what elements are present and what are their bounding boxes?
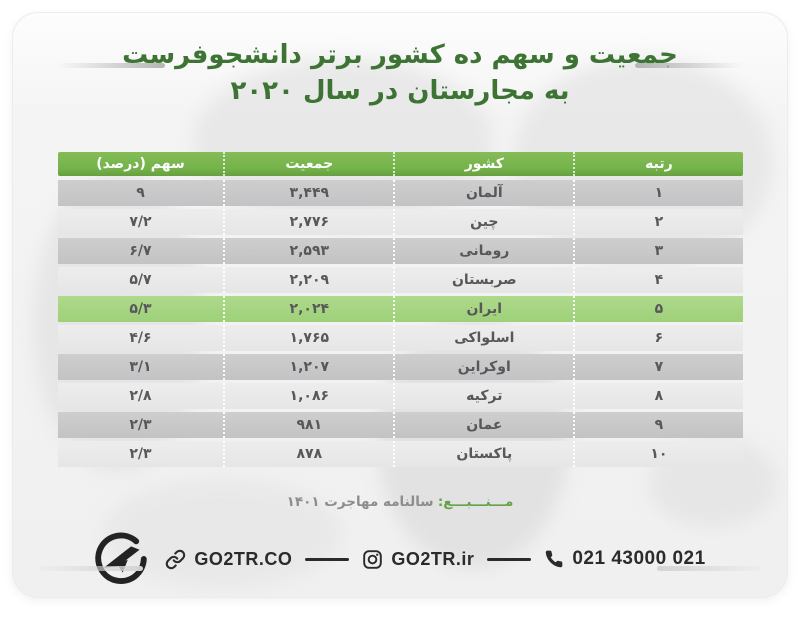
instagram-label: GO2TR.ir (391, 548, 475, 569)
country-cell: چین (395, 209, 576, 235)
header-share: سهم (درصد) (58, 152, 226, 176)
title-block: جمعیت و سهم ده کشور برتر دانشجوفرست به م… (13, 13, 787, 109)
title-dash-left (57, 63, 165, 68)
table-row: ۳ رومانی ۲,۵۹۳ ۶/۷ (57, 238, 743, 264)
header-rank: رتبه (645, 156, 673, 172)
instagram-link[interactable]: GO2TR.ir (362, 549, 474, 570)
table-row: ۷ اوکراین ۱,۲۰۷ ۳/۱ (57, 354, 743, 380)
rank-cell: ۹ (654, 417, 664, 433)
phone-icon (544, 549, 564, 569)
share-cell: ۴/۶ (58, 325, 226, 351)
rank-cell: ۶ (654, 330, 664, 346)
share-cell: ۵/۷ (58, 267, 226, 293)
rank-cell: ۱ (654, 185, 664, 201)
population-cell: ۱,۲۰۷ (225, 354, 396, 380)
page-title-line2: به مجارستان در سال ۲۰۲۰ (230, 76, 570, 106)
countries-table: رتبه کشور جمعیت سهم (درصد) ۱ آلمان ۳,۴۴۹… (57, 152, 743, 467)
population-cell: ۹۸۱ (225, 412, 396, 438)
instagram-icon (362, 549, 383, 570)
country-cell: پاکستان (395, 441, 576, 467)
source-line: مـــنـــبـــع: سالنامه مهاجرت ۱۴۰۱ (13, 494, 787, 510)
share-cell: ۲/۳ (58, 441, 226, 467)
source-label: مـــنـــبـــع: (437, 494, 514, 510)
footer-separator-dash (487, 557, 532, 561)
country-cell: رومانی (395, 238, 576, 264)
population-cell: ۳,۴۴۹ (225, 180, 396, 206)
share-cell: ۲/۸ (58, 383, 226, 409)
website-link[interactable]: GO2TR.CO (165, 549, 292, 570)
rank-cell: ۲ (654, 214, 664, 230)
table-row: ۲ چین ۲,۷۷۶ ۷/۲ (57, 209, 743, 235)
table-row: ۱۰ پاکستان ۸۷۸ ۲/۳ (57, 441, 743, 467)
population-cell: ۱,۰۸۶ (225, 383, 396, 409)
rank-cell: ۱۰ (650, 446, 668, 462)
country-cell: اسلواکی (395, 325, 576, 351)
share-cell: ۷/۲ (58, 209, 226, 235)
table-row: ۴ صربستان ۲,۲۰۹ ۵/۷ (57, 267, 743, 293)
share-cell: ۵/۳ (58, 296, 226, 322)
table-header-row: رتبه کشور جمعیت سهم (درصد) (57, 152, 743, 176)
share-cell: ۶/۷ (58, 238, 226, 264)
table-row: ۹ عمان ۹۸۱ ۲/۳ (57, 412, 743, 438)
footer-separator-dash (305, 557, 350, 561)
rank-cell: ۵ (654, 301, 664, 317)
population-cell: ۲,۷۷۶ (225, 209, 396, 235)
footer-bar: GO2TR.CO GO2TR.ir (13, 532, 787, 586)
population-cell: ۲,۲۰۹ (225, 267, 396, 293)
footer-side-dash-right (657, 566, 761, 571)
country-cell: آلمان (395, 180, 576, 206)
population-cell: ۸۷۸ (225, 441, 396, 467)
website-label: GO2TR.CO (194, 548, 293, 569)
country-cell: صربستان (395, 267, 576, 293)
title-dash-right (635, 63, 743, 68)
share-cell: ۹ (58, 180, 226, 206)
table-row-highlighted: ۵ ایران ۲,۰۲۴ ۵/۳ (57, 296, 743, 322)
table-row: ۶ اسلواکی ۱,۷۶۵ ۴/۶ (57, 325, 743, 351)
phone-contact[interactable]: 021 43000 021 (544, 548, 705, 570)
header-population: جمعیت (225, 152, 396, 176)
rank-cell: ۴ (654, 272, 664, 288)
table-row: ۸ ترکیه ۱,۰۸۶ ۲/۸ (57, 383, 743, 409)
source-text: سالنامه مهاجرت ۱۴۰۱ (286, 494, 434, 510)
table-row: ۱ آلمان ۳,۴۴۹ ۹ (57, 180, 743, 206)
share-cell: ۳/۱ (58, 354, 226, 380)
go2tr-logo (94, 532, 148, 586)
header-country: کشور (395, 152, 576, 176)
infographic-card: جمعیت و سهم ده کشور برتر دانشجوفرست به م… (12, 12, 788, 598)
country-cell: ایران (395, 296, 576, 322)
country-cell: ترکیه (395, 383, 576, 409)
country-cell: اوکراین (395, 354, 576, 380)
rank-cell: ۸ (654, 388, 664, 404)
population-cell: ۲,۵۹۳ (225, 238, 396, 264)
footer-side-dash-left (39, 566, 143, 571)
share-cell: ۲/۳ (58, 412, 226, 438)
rank-cell: ۳ (654, 243, 664, 259)
rank-cell: ۷ (654, 359, 664, 375)
population-cell: ۲,۰۲۴ (225, 296, 396, 322)
phone-number: 021 43000 021 (572, 548, 706, 569)
page-title-line1: جمعیت و سهم ده کشور برتر دانشجوفرست (122, 40, 678, 70)
country-cell: عمان (395, 412, 576, 438)
link-icon (165, 549, 186, 570)
population-cell: ۱,۷۶۵ (225, 325, 396, 351)
